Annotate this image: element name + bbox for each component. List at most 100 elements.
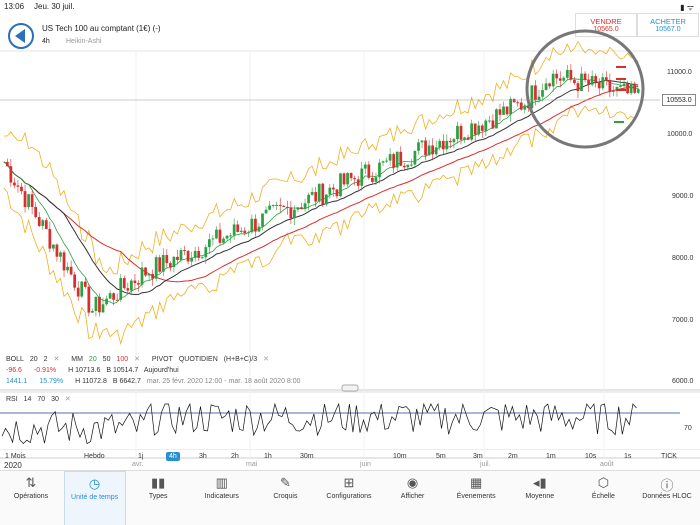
pivot-mode: QUOTIDIEN bbox=[178, 356, 218, 363]
candle-body bbox=[604, 77, 608, 80]
pivot-label[interactable]: PIVOT bbox=[151, 356, 173, 363]
candle-body bbox=[449, 140, 452, 143]
candle-body bbox=[232, 224, 236, 236]
average-icon: ◂▮ bbox=[532, 475, 547, 490]
bollinger-lower-band bbox=[3, 104, 639, 346]
rsi-label[interactable]: RSI bbox=[6, 396, 18, 403]
sketch-icon: ✎ bbox=[279, 475, 291, 490]
candle-body bbox=[363, 164, 367, 169]
candle-body bbox=[484, 120, 488, 131]
candle-body bbox=[402, 165, 406, 168]
scale-button[interactable]: ⬡ Échelle bbox=[572, 471, 634, 525]
month-label: juil. bbox=[480, 461, 491, 468]
candle-body bbox=[477, 125, 481, 135]
sell-button[interactable]: VENDRE 10565.0 bbox=[575, 13, 637, 37]
hloc-data-button[interactable]: ⓘ Données HLOC bbox=[636, 471, 698, 525]
range-high: H 11072.8 bbox=[75, 378, 107, 385]
candle-body bbox=[254, 218, 257, 232]
configurations-button[interactable]: ⊞ Configurations bbox=[318, 471, 380, 525]
candle-body bbox=[137, 283, 140, 285]
candle-body bbox=[548, 83, 551, 87]
candle-body bbox=[130, 280, 133, 291]
time-unit-button[interactable]: ◷ Unité de temps bbox=[63, 471, 126, 525]
period-1s[interactable]: 1s bbox=[624, 453, 632, 460]
candle-body bbox=[445, 140, 449, 150]
period-4h[interactable]: 4h bbox=[166, 452, 180, 461]
boll-remove-icon[interactable]: ✕ bbox=[53, 356, 60, 363]
period-1m[interactable]: 1m bbox=[546, 453, 556, 460]
period-3m[interactable]: 3m bbox=[473, 453, 483, 460]
period-10m[interactable]: 10m bbox=[393, 453, 407, 460]
range-change: 1441.1 bbox=[6, 378, 28, 385]
period-30m[interactable]: 30m bbox=[300, 453, 314, 460]
indicators-button[interactable]: ▥ Indicateurs bbox=[191, 471, 253, 525]
display-button[interactable]: ◉ Afficher bbox=[382, 471, 444, 525]
events-button[interactable]: ▦ Évenements bbox=[445, 471, 507, 525]
candle-body bbox=[459, 125, 463, 140]
candle-body bbox=[565, 70, 569, 78]
candle-body bbox=[523, 105, 527, 110]
sketch-button[interactable]: ✎ Croquis bbox=[254, 471, 316, 525]
candle-body bbox=[44, 220, 48, 230]
pivot-remove-icon[interactable]: ✕ bbox=[263, 356, 269, 363]
mm-period-3: 100 bbox=[116, 356, 129, 363]
candle-body bbox=[186, 250, 190, 262]
price-chart[interactable] bbox=[0, 0, 700, 470]
period-3h[interactable]: 3h bbox=[199, 453, 207, 460]
candle-body bbox=[307, 194, 310, 204]
candle-body bbox=[176, 256, 179, 261]
year-label: 2020 bbox=[4, 461, 22, 470]
events-icon: ▦ bbox=[470, 475, 483, 490]
average-button[interactable]: ◂▮ Moyenne bbox=[509, 471, 571, 525]
candle-body bbox=[434, 147, 438, 155]
period-5m[interactable]: 5m bbox=[436, 453, 446, 460]
time-unit-icon: ◷ bbox=[88, 476, 101, 491]
mm-remove-icon[interactable]: ✕ bbox=[134, 356, 140, 363]
boll-label[interactable]: BOLL bbox=[6, 356, 24, 363]
period-1h[interactable]: 1h bbox=[264, 453, 272, 460]
candle-body bbox=[608, 79, 612, 92]
period-1-mois[interactable]: 1 Mois bbox=[5, 453, 26, 460]
types-button[interactable]: ▮▮ Types bbox=[127, 471, 189, 525]
candle-body bbox=[636, 89, 640, 93]
current-price-tag: 10553.0 bbox=[662, 94, 696, 106]
candle-body bbox=[236, 224, 240, 232]
buy-button[interactable]: ACHETER 10567.0 bbox=[637, 13, 699, 37]
candle-body bbox=[431, 145, 435, 155]
mm-label[interactable]: MM bbox=[71, 356, 83, 363]
boll-period: 20 bbox=[29, 356, 38, 363]
candle-body bbox=[378, 162, 381, 178]
indicators-icon: ▥ bbox=[215, 475, 228, 490]
back-button[interactable] bbox=[8, 23, 34, 49]
period-2m[interactable]: 2m bbox=[508, 453, 518, 460]
period-2h[interactable]: 2h bbox=[231, 453, 239, 460]
period-10s[interactable]: 10s bbox=[585, 453, 597, 460]
candle-body bbox=[115, 299, 119, 301]
rsi-remove-icon[interactable]: ✕ bbox=[64, 396, 71, 403]
candle-body bbox=[544, 83, 548, 91]
candle-body bbox=[59, 252, 62, 257]
candle-body bbox=[268, 205, 271, 210]
price-axis-label: 6000.0 bbox=[672, 378, 694, 385]
operations-button[interactable]: ⇅ Opérations bbox=[0, 471, 62, 525]
period-1j[interactable]: 1j bbox=[138, 453, 144, 460]
candle-body bbox=[154, 257, 158, 279]
period-tick[interactable]: TICK bbox=[661, 453, 677, 460]
candle-body bbox=[158, 257, 162, 272]
candle-body bbox=[470, 123, 474, 140]
candle-body bbox=[505, 106, 509, 115]
candle-body bbox=[385, 160, 388, 162]
status-bar: 13:06 Jeu. 30 juil. ▮ ᯤ bbox=[0, 0, 700, 14]
candle-body bbox=[420, 140, 424, 143]
month-label: avr. bbox=[132, 461, 144, 468]
candle-body bbox=[576, 83, 580, 92]
candle-body bbox=[583, 73, 587, 81]
status-time: 13:06 bbox=[4, 2, 25, 11]
rsi-upper: 70 bbox=[37, 396, 46, 403]
types-label: Types bbox=[148, 493, 168, 500]
candle-body bbox=[438, 140, 442, 148]
candle-body bbox=[587, 80, 590, 85]
period-hebdo[interactable]: Hebdo bbox=[84, 453, 105, 460]
instrument-title: US Tech 100 au comptant (1€) (-) bbox=[42, 24, 161, 33]
candle-body bbox=[62, 252, 66, 271]
